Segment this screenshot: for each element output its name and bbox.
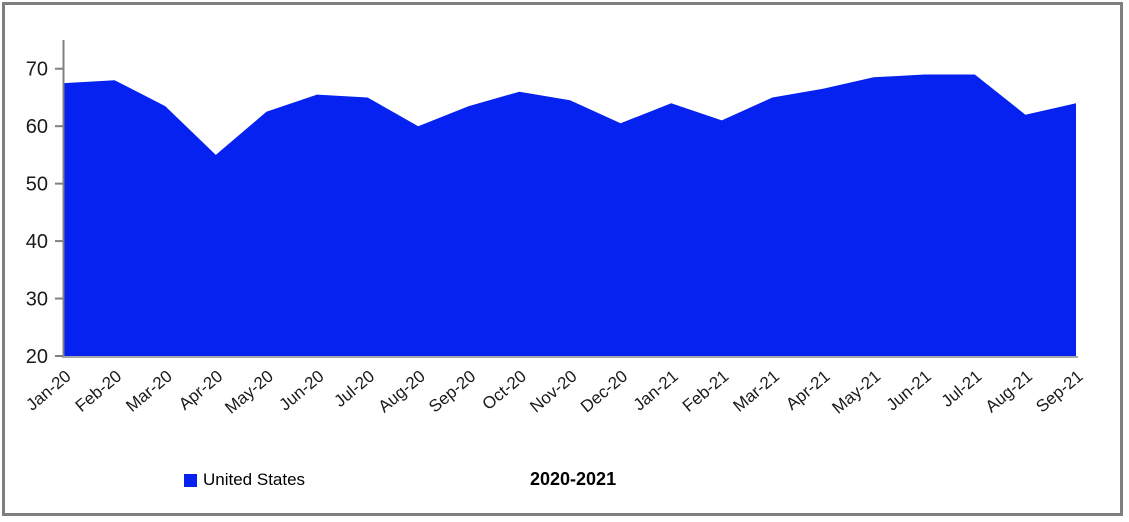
y-tick-label: 30 [26,289,48,311]
x-tick-label: Jul-21 [938,367,986,411]
x-tick-label: Jan-20 [23,367,75,415]
y-tick-label: 60 [26,116,48,138]
x-tick-label: May-21 [829,367,885,418]
x-tick-label: Mar-20 [122,367,175,416]
x-tick-label: Sep-21 [1032,367,1086,417]
y-tick-label: 40 [26,231,48,253]
x-tick-label: Jan-21 [630,367,682,415]
legend-label-united-states: United States [203,470,306,489]
y-tick-label: 70 [26,59,48,81]
y-tick-label: 20 [26,346,48,368]
x-tick-label: May-20 [221,367,277,418]
x-tick-label: Dec-20 [577,367,631,417]
legend: United States [184,470,305,490]
area-series-united-states [64,74,1076,356]
x-tick-label: Feb-21 [679,367,732,416]
legend-swatch-united-states [184,473,197,487]
x-tick-label: Jul-20 [330,367,378,411]
y-tick-label: 50 [26,174,48,196]
x-tick-label: Mar-21 [729,367,782,416]
x-tick-label: Feb-20 [72,367,125,416]
x-tick-label: Jun-20 [276,367,328,415]
x-tick-label: Apr-21 [782,367,833,414]
x-tick-label: Aug-20 [375,367,429,417]
x-tick-label: Oct-20 [479,367,530,414]
chart-subtitle: 2020-2021 [530,469,617,489]
x-tick-label: Apr-20 [175,367,226,414]
x-tick-label: Aug-21 [982,367,1036,417]
x-tick-label: Sep-20 [425,367,479,417]
x-tick-label: Nov-20 [526,367,580,417]
x-tick-label: Jun-21 [883,367,935,415]
